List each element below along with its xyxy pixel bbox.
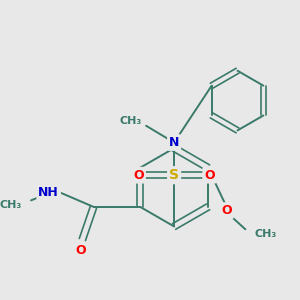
- Text: CH₃: CH₃: [255, 229, 277, 239]
- Text: O: O: [134, 169, 144, 182]
- Text: CH₃: CH₃: [119, 116, 142, 126]
- Text: O: O: [75, 244, 86, 257]
- Text: O: O: [221, 204, 232, 217]
- Text: CH₃: CH₃: [0, 200, 22, 210]
- Text: O: O: [204, 169, 215, 182]
- Text: NH: NH: [38, 186, 59, 200]
- Text: S: S: [169, 168, 179, 182]
- Text: N: N: [169, 136, 179, 149]
